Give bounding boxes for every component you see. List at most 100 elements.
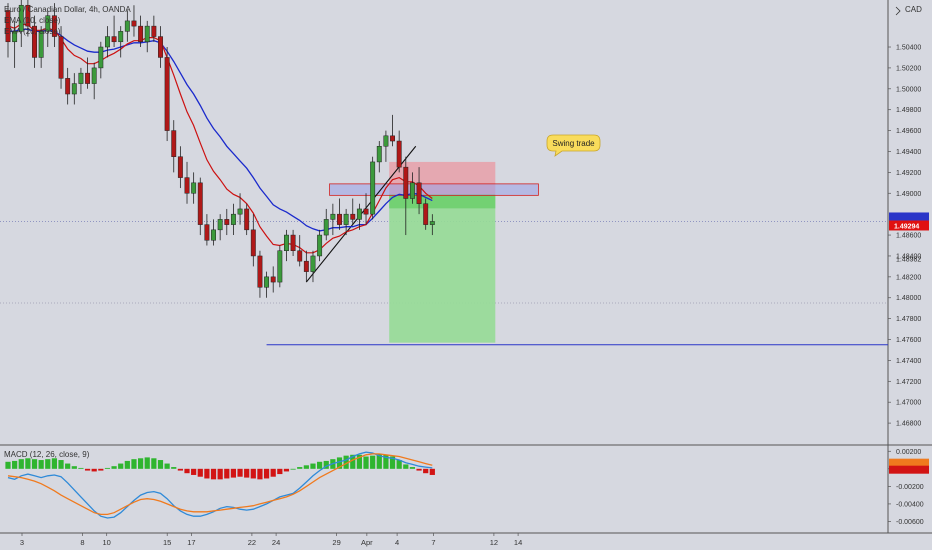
candle-body: [264, 276, 270, 288]
candle-body: [177, 156, 183, 178]
macd-histogram-bar: [38, 460, 44, 469]
candle-body: [32, 25, 37, 58]
macd-histogram-bar: [184, 468, 190, 474]
price-tick-label: 1.48400: [896, 253, 921, 260]
macd-histogram-bar: [210, 468, 217, 480]
macd-histogram-bar: [177, 468, 183, 471]
macd-histogram-bar: [78, 467, 84, 469]
macd-value-tag: [889, 458, 929, 467]
position-tool[interactable]: [329, 161, 539, 343]
candle-body: [370, 161, 376, 215]
time-tick-label: 3: [20, 538, 24, 547]
legend: Euro / Canadian Dollar, 4h, OANDA EMA (1…: [4, 5, 131, 459]
candle-body: [390, 135, 395, 142]
macd-histogram-bar: [270, 468, 276, 477]
macd-histogram-bar: [383, 454, 389, 469]
macd-histogram-bar: [250, 468, 256, 479]
candle-body: [78, 72, 84, 84]
time-tick-label: 15: [163, 538, 171, 547]
entry-band: [389, 194, 496, 209]
macd-histogram-bar: [303, 465, 309, 469]
candle-body: [211, 229, 216, 241]
candle-body: [171, 130, 177, 157]
macd-histogram-bar: [403, 464, 409, 469]
candle-body: [257, 255, 263, 288]
macd-histogram-bar: [283, 468, 290, 472]
supply-zone-box: [329, 183, 539, 196]
macd-histogram-bar: [91, 468, 97, 472]
macd-histogram-bar: [310, 463, 316, 469]
candle-body: [416, 182, 422, 204]
macd-histogram-bar: [12, 460, 18, 469]
price-tick-label: 1.47400: [896, 358, 921, 365]
macd-histogram-bar: [290, 468, 296, 470]
callout-bubble[interactable]: [546, 134, 601, 157]
macd-tick-label: -0.00600: [896, 519, 924, 526]
price-tick-label: 1.49400: [896, 149, 921, 156]
candle-body: [197, 182, 203, 225]
candle-body: [330, 213, 336, 220]
candle-body: [71, 83, 77, 95]
macd-histogram-bar: [5, 461, 11, 469]
candle-body: [12, 31, 18, 43]
macd-tick-label: -0.00200: [896, 484, 924, 491]
macd-histogram-bar: [18, 459, 24, 469]
price-tick-label: 1.49000: [896, 191, 921, 198]
macd-legend: MACD (12, 26, close, 9): [4, 450, 90, 459]
macd-histogram-bar: [65, 463, 71, 469]
macd-histogram-bar: [257, 468, 263, 480]
macd-histogram-bar: [396, 460, 402, 469]
candle-body: [383, 135, 389, 147]
macd-histogram-bar: [124, 460, 130, 469]
candle-body: [98, 46, 104, 69]
price-tick-label: 1.47000: [896, 400, 921, 407]
macd-histogram-bar: [263, 468, 270, 479]
candle-body: [5, 10, 11, 43]
time-tick-label: 8: [80, 538, 84, 547]
currency-text: CAD: [905, 5, 922, 14]
macd-pane: [5, 451, 435, 519]
time-tick-label: 10: [103, 538, 111, 547]
candle-body: [409, 182, 415, 199]
candle-body: [337, 213, 342, 225]
candle-body: [270, 276, 276, 283]
candle-body: [356, 208, 362, 220]
current-price-tag: [889, 220, 929, 231]
macd-tick-label: 0.00200: [896, 449, 921, 456]
macd-histogram-bar: [164, 463, 170, 469]
ema20-line: [8, 28, 433, 232]
candle-body: [317, 234, 323, 257]
chevron-right-icon: [895, 6, 901, 16]
time-tick-label: 24: [272, 538, 280, 547]
candle-body: [58, 36, 64, 79]
price-tick-label: 1.47200: [896, 379, 921, 386]
macd-histogram-bar: [111, 466, 117, 469]
time-tick-label: 12: [490, 538, 498, 547]
candle-body: [376, 146, 382, 163]
candle-body: [323, 219, 329, 236]
candle-body: [230, 213, 236, 225]
candle-body: [237, 208, 243, 215]
swing-trade-callout[interactable]: Swing trade: [546, 134, 601, 157]
currency-label: CAD: [895, 5, 922, 16]
price-tick-label: 1.47800: [896, 316, 921, 323]
candle-body: [277, 250, 283, 283]
candle-body: [224, 219, 230, 225]
candle-body: [184, 177, 190, 194]
macd-histogram-bar: [197, 468, 203, 477]
macd-histogram-bar: [25, 458, 31, 469]
macd-histogram-bar: [157, 460, 164, 469]
candle-body: [396, 140, 402, 168]
macd-histogram-bar: [376, 453, 382, 469]
candle-body: [310, 255, 316, 272]
macd-histogram-bar: [51, 458, 58, 469]
price-tick-label: 1.50200: [896, 65, 921, 72]
candle-body: [25, 4, 31, 27]
price-tick-label: 1.49800: [896, 107, 921, 114]
candle-body: [51, 15, 57, 37]
take-profit-zone: [389, 195, 496, 343]
macd-histogram-bar: [336, 457, 343, 469]
candles: [5, 0, 435, 298]
